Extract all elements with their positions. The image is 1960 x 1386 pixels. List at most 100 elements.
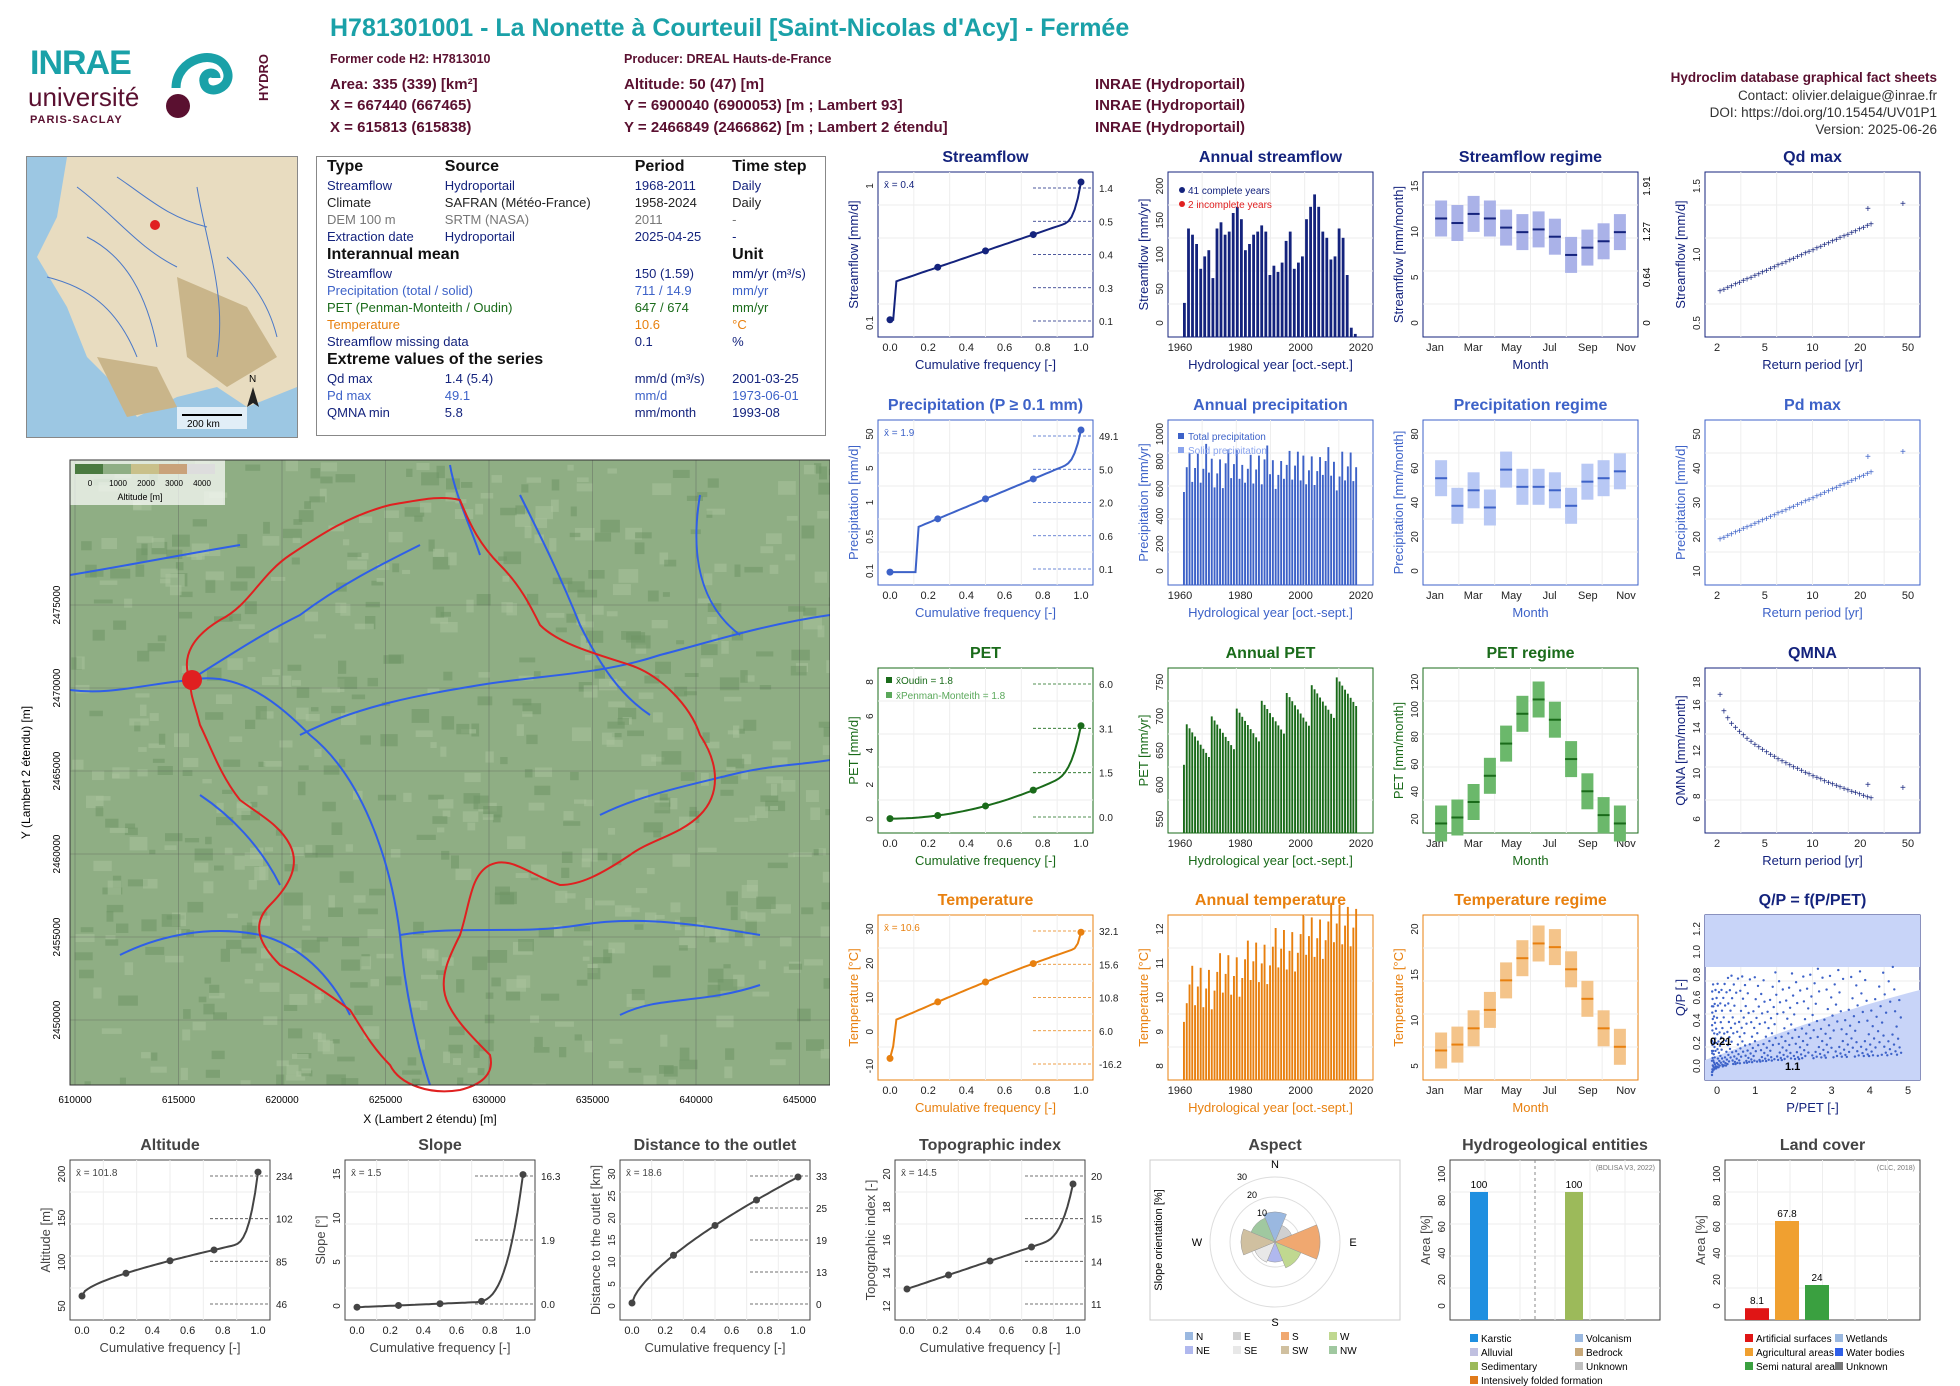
relief-patch bbox=[516, 975, 531, 988]
ring-label: 20 bbox=[1247, 1190, 1257, 1200]
scatter-point bbox=[1821, 976, 1824, 979]
relief-patch bbox=[89, 710, 103, 717]
quantile-label: 11 bbox=[1091, 1300, 1102, 1311]
relief-patch bbox=[478, 672, 491, 678]
doi[interactable]: DOI: https://doi.org/10.15454/UV01P1 bbox=[1709, 105, 1937, 120]
annual-precipitation-bar bbox=[1210, 458, 1213, 585]
relief-patch bbox=[672, 853, 690, 867]
x-tick-label: 2020 bbox=[1349, 590, 1373, 602]
annual-streamflow-bar bbox=[1276, 271, 1280, 337]
scatter-point bbox=[1815, 1055, 1818, 1058]
relief-patch bbox=[582, 848, 598, 862]
river-line bbox=[199, 794, 281, 886]
th-interannual: Interannual mean bbox=[327, 246, 460, 263]
return-point: + bbox=[1779, 259, 1785, 270]
scatter-point bbox=[1875, 1015, 1878, 1018]
cdf-point bbox=[711, 1221, 719, 1229]
x-tick-label: 0.2 bbox=[921, 1085, 936, 1097]
table-cell: SAFRAN (Météo-France) bbox=[444, 195, 591, 210]
relief-patch bbox=[272, 669, 281, 676]
scatter-point bbox=[1757, 1005, 1761, 1008]
y-axis-label: Q/P [-] bbox=[1673, 979, 1688, 1016]
x-tick-label: 50 bbox=[1902, 342, 1914, 354]
relief-patch bbox=[670, 902, 681, 913]
relief-patch bbox=[76, 656, 85, 670]
relief-patch bbox=[93, 987, 102, 999]
table-cell: mm/yr bbox=[732, 300, 769, 315]
annual-precipitation-bar bbox=[1249, 454, 1252, 585]
y-tick-label: 25 bbox=[607, 1190, 618, 1202]
x-axis-label: Cumulative frequency [-] bbox=[100, 1340, 241, 1355]
source-3: INRAE (Hydroportail) bbox=[1095, 119, 1245, 136]
relief-patch bbox=[737, 728, 745, 734]
scatter-point bbox=[1776, 1012, 1779, 1016]
cdf-point bbox=[886, 316, 894, 324]
relief-patch bbox=[259, 982, 280, 992]
relief-patch bbox=[377, 563, 390, 570]
annual-pet-bar bbox=[1188, 728, 1191, 833]
scatter-point bbox=[1861, 1051, 1864, 1055]
scatter-point bbox=[1743, 1032, 1746, 1035]
scatter-point bbox=[1796, 1056, 1800, 1059]
relief-patch bbox=[521, 484, 529, 493]
legend-dot bbox=[1179, 201, 1185, 207]
cdf-point bbox=[254, 1168, 262, 1176]
annual-temperature-bar bbox=[1283, 930, 1285, 1080]
scatter-point bbox=[1818, 1052, 1822, 1056]
annual-pet-bar bbox=[1233, 749, 1235, 833]
scatter-point bbox=[1733, 1022, 1737, 1025]
x-tick-label: 0.0 bbox=[624, 1325, 639, 1337]
scatter-point bbox=[1773, 1058, 1776, 1061]
relief-patch bbox=[286, 1064, 299, 1075]
return-point: + bbox=[1783, 505, 1789, 516]
y-tick-label: 0.0 bbox=[1692, 1059, 1703, 1073]
relief-patch bbox=[634, 789, 649, 800]
quantile-label: 10.8 bbox=[1099, 994, 1119, 1005]
return-point: + bbox=[1857, 790, 1863, 801]
relief-patch bbox=[229, 613, 242, 621]
scatter-point bbox=[1723, 1004, 1727, 1007]
scatter-point bbox=[1800, 1027, 1804, 1030]
scatter-point bbox=[1835, 1054, 1839, 1058]
scatter-point bbox=[1742, 1016, 1745, 1019]
annual-temperature-bar bbox=[1296, 952, 1299, 1080]
relief-patch bbox=[291, 680, 301, 686]
scatter-point bbox=[1884, 1011, 1888, 1014]
scatter-point bbox=[1797, 1035, 1801, 1039]
scatter-point bbox=[1775, 993, 1778, 996]
relief-patch bbox=[376, 578, 385, 583]
y-tick-label: 10 bbox=[1410, 1014, 1421, 1026]
y-tick-label: 12 bbox=[1692, 745, 1703, 757]
relief-patch bbox=[129, 718, 149, 726]
scatter-point bbox=[1725, 1058, 1729, 1061]
relief-patch bbox=[175, 562, 184, 571]
relief-patch bbox=[618, 569, 639, 583]
table-cell: Hydroportail bbox=[444, 178, 515, 193]
relief-patch bbox=[105, 939, 119, 946]
table-cell: Streamflow missing data bbox=[327, 334, 469, 349]
annual-precipitation-bar bbox=[1338, 476, 1341, 585]
return-point: + bbox=[1733, 528, 1739, 539]
relief-patch bbox=[304, 501, 311, 509]
relief-patch bbox=[263, 761, 283, 767]
relief-patch bbox=[291, 557, 300, 565]
chart-title: Topographic index bbox=[919, 1137, 1061, 1154]
legend-label: Unknown bbox=[1846, 1362, 1888, 1373]
scatter-point bbox=[1751, 1046, 1755, 1050]
relief-patch bbox=[660, 1034, 668, 1047]
chart-title: Land cover bbox=[1780, 1137, 1865, 1154]
x-tick-label: 2 bbox=[1714, 590, 1720, 602]
relief-patch bbox=[608, 948, 615, 953]
contact[interactable]: Contact: olivier.delaigue@inrae.fr bbox=[1737, 88, 1937, 103]
x-tick-label: 1.0 bbox=[1065, 1325, 1080, 1337]
relief-patch bbox=[484, 1014, 495, 1024]
annual-temperature-bar bbox=[1324, 940, 1327, 1080]
relief-patch bbox=[724, 696, 742, 702]
x-tick-label: 1980 bbox=[1228, 838, 1252, 850]
annual-pet-bar bbox=[1227, 741, 1230, 833]
relief-patch bbox=[555, 890, 568, 903]
logos: INRAE université PARIS-SACLAY HYDRO bbox=[26, 44, 296, 134]
relief-patch bbox=[276, 1074, 285, 1085]
return-point: + bbox=[1860, 791, 1866, 802]
relief-patch bbox=[512, 698, 532, 706]
